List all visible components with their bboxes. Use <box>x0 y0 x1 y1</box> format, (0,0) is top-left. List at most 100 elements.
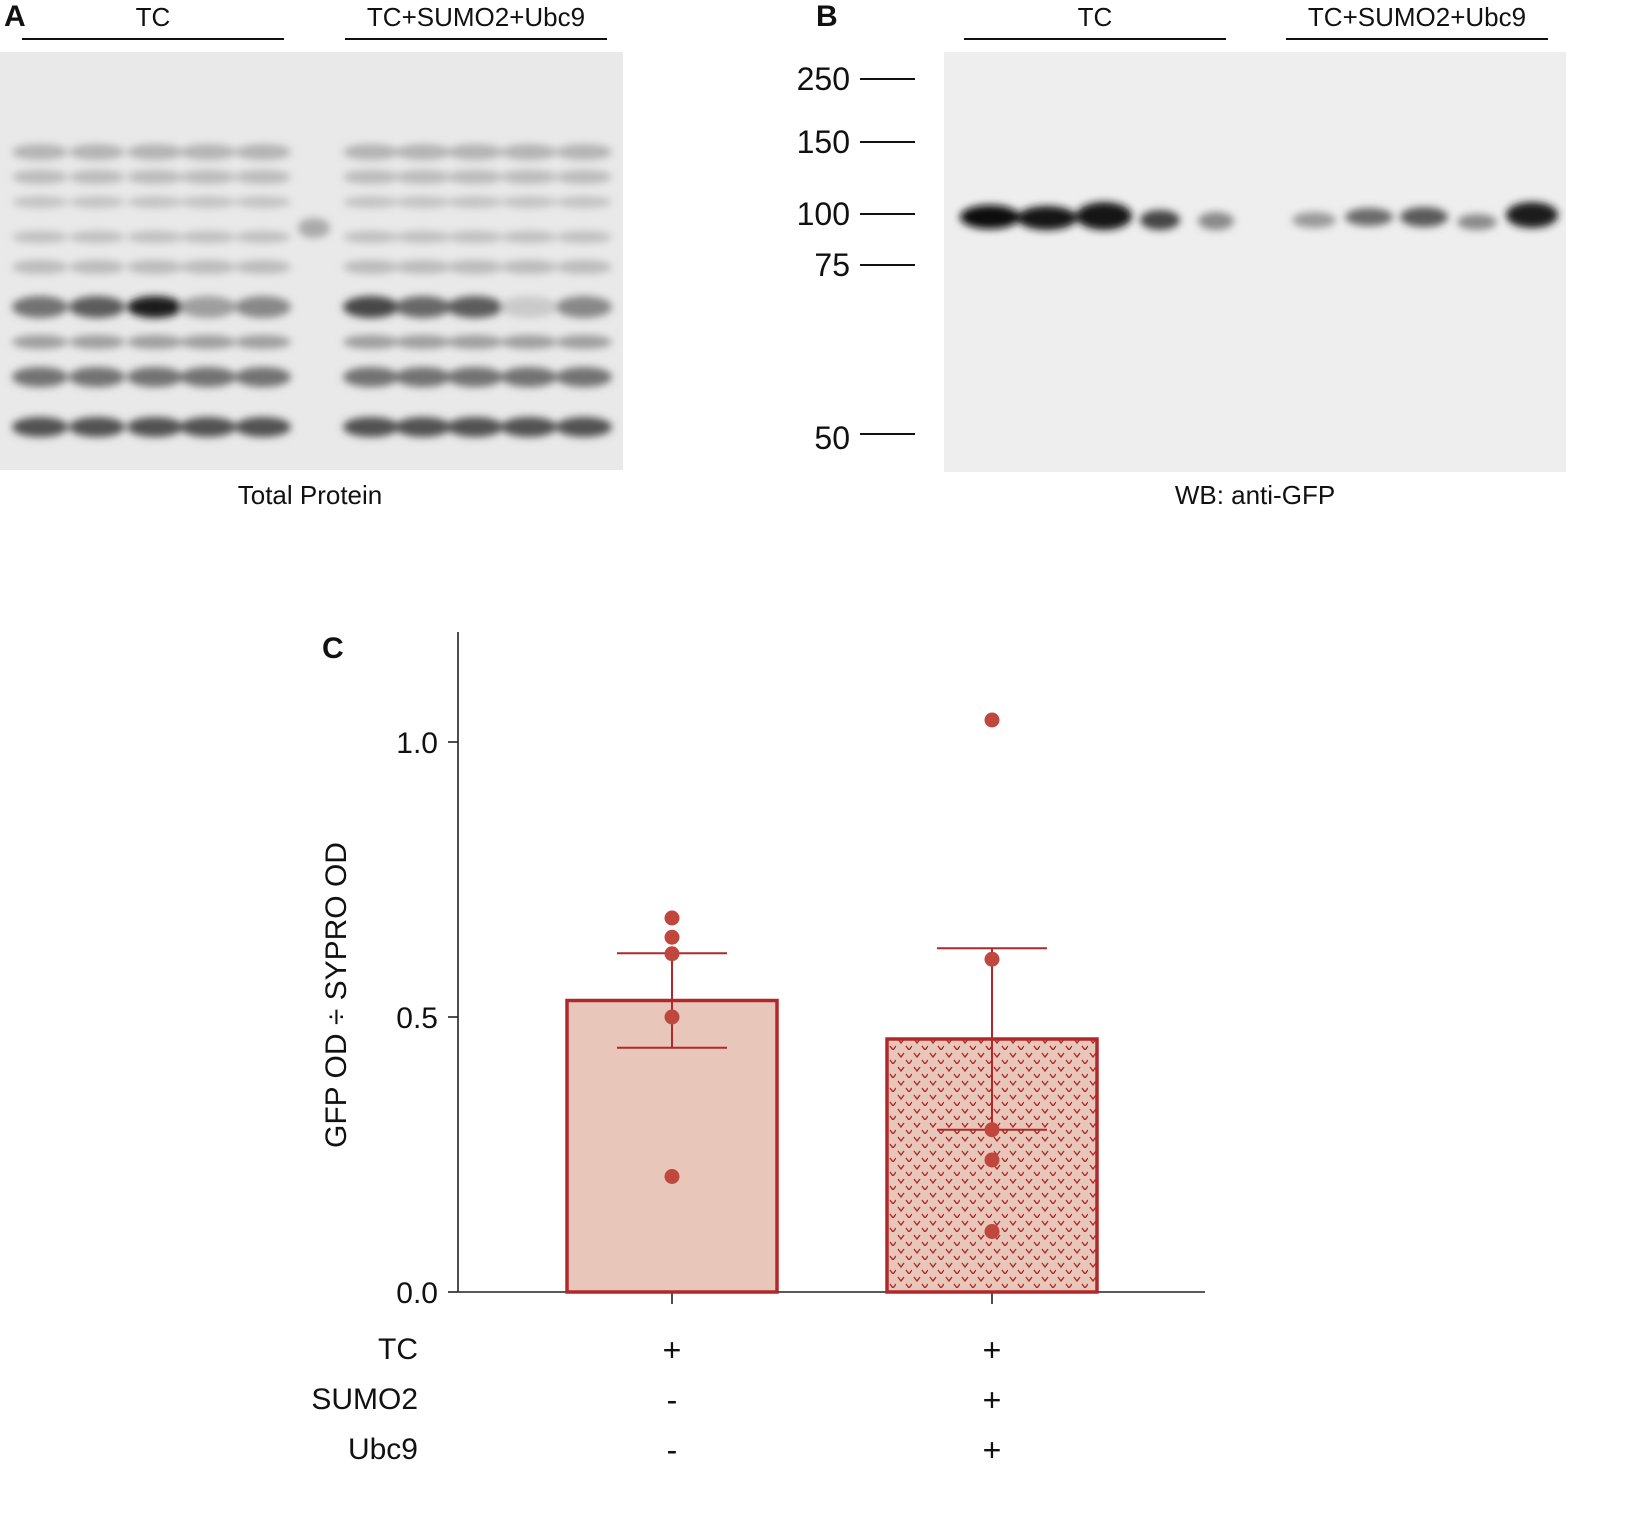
protein-band <box>343 144 399 160</box>
protein-band <box>69 367 125 387</box>
protein-band <box>12 335 68 349</box>
data-point <box>664 1169 680 1184</box>
data-point <box>664 910 680 926</box>
protein-band <box>395 196 451 208</box>
data-point <box>664 946 680 962</box>
panel-a-group-tc-rule <box>22 38 284 40</box>
protein-band <box>235 231 291 243</box>
panel-a-group-tc: TC <box>22 2 284 40</box>
protein-band <box>556 144 612 160</box>
condition-cell: - <box>666 1382 678 1418</box>
y-tick-label: 1.0 <box>396 727 438 760</box>
protein-band <box>180 231 236 243</box>
gfp-band-lane-2 <box>1017 206 1077 230</box>
protein-band <box>180 196 236 208</box>
protein-band <box>235 170 291 184</box>
protein-band <box>343 170 399 184</box>
protein-band <box>69 231 125 243</box>
panel-b-group-tc-label: TC <box>1077 2 1113 32</box>
protein-band <box>127 296 183 318</box>
protein-band <box>447 170 503 184</box>
protein-band <box>235 260 291 274</box>
protein-band <box>69 144 125 160</box>
gfp-band-lane-1 <box>960 205 1020 229</box>
protein-band <box>343 260 399 274</box>
protein-band <box>447 144 503 160</box>
protein-band <box>235 367 291 387</box>
protein-band <box>235 196 291 208</box>
protein-band <box>235 417 291 437</box>
condition-cell: + <box>982 1382 1002 1418</box>
protein-band <box>180 367 236 387</box>
mw-marker-75-line <box>860 264 915 266</box>
panel-c-letter: C <box>322 632 344 665</box>
gfp-band-lane-8 <box>1400 207 1448 227</box>
condition-cell: + <box>982 1332 1002 1368</box>
protein-band <box>180 296 236 318</box>
gfp-band-lane-6 <box>1292 212 1336 228</box>
data-point <box>664 1009 680 1025</box>
gfp-band-lane-9 <box>1457 214 1497 230</box>
gfp-band-lane-7 <box>1345 208 1393 226</box>
mw-marker-150: 150 <box>796 124 850 160</box>
protein-band <box>501 260 557 274</box>
protein-band <box>180 335 236 349</box>
protein-band <box>127 335 183 349</box>
protein-band <box>343 196 399 208</box>
panel-b-group-treated: TC+SUMO2+Ubc9 <box>1286 2 1548 40</box>
data-point <box>984 951 1000 967</box>
protein-band <box>69 335 125 349</box>
protein-band <box>501 196 557 208</box>
protein-band <box>556 335 612 349</box>
condition-row-label: TC <box>378 1333 418 1366</box>
panel-a-group-tc-label: TC <box>135 2 171 32</box>
protein-band <box>180 144 236 160</box>
mw-marker-50: 50 <box>814 420 850 456</box>
protein-band <box>556 260 612 274</box>
protein-band <box>12 296 68 318</box>
mw-marker-75: 75 <box>814 247 850 283</box>
protein-band <box>343 296 399 318</box>
protein-band <box>395 231 451 243</box>
total-protein-gel-bands <box>12 144 612 437</box>
protein-band <box>395 335 451 349</box>
protein-band <box>501 367 557 387</box>
protein-band <box>501 231 557 243</box>
protein-band <box>12 231 68 243</box>
protein-band <box>343 417 399 437</box>
protein-band <box>447 260 503 274</box>
panel-b-group-treated-rule <box>1286 38 1548 40</box>
gfp-band-lane-3 <box>1076 202 1132 230</box>
protein-band <box>127 196 183 208</box>
mw-marker-100-line <box>860 213 915 215</box>
protein-band <box>12 196 68 208</box>
condition-row-label: Ubc9 <box>347 1433 418 1466</box>
protein-band <box>180 170 236 184</box>
protein-band <box>501 170 557 184</box>
panel-b-group-tc-rule <box>964 38 1226 40</box>
mw-marker-250: 250 <box>796 61 850 97</box>
protein-band <box>69 170 125 184</box>
data-point <box>984 1122 1000 1138</box>
condition-cell: - <box>666 1432 678 1468</box>
data-point <box>984 1224 1000 1239</box>
panel-a-caption: Total Protein <box>237 480 383 510</box>
panel-b-group-tc: TC <box>964 2 1226 40</box>
protein-band <box>12 417 68 437</box>
protein-band <box>180 260 236 274</box>
protein-band <box>343 335 399 349</box>
protein-band <box>556 367 612 387</box>
panel-a-letter: A <box>4 0 26 33</box>
protein-band <box>343 231 399 243</box>
protein-band <box>447 417 503 437</box>
anti-gfp-blot-image <box>944 52 1566 472</box>
y-tick-label: 0.5 <box>396 1002 438 1035</box>
mw-marker-100: 100 <box>796 196 850 232</box>
data-point <box>664 929 680 945</box>
protein-band <box>501 417 557 437</box>
protein-band <box>69 196 125 208</box>
gfp-band-lane-10 <box>1506 202 1558 228</box>
panel-b-group-treated-label: TC+SUMO2+Ubc9 <box>1307 2 1527 32</box>
protein-band <box>501 144 557 160</box>
protein-band <box>556 196 612 208</box>
